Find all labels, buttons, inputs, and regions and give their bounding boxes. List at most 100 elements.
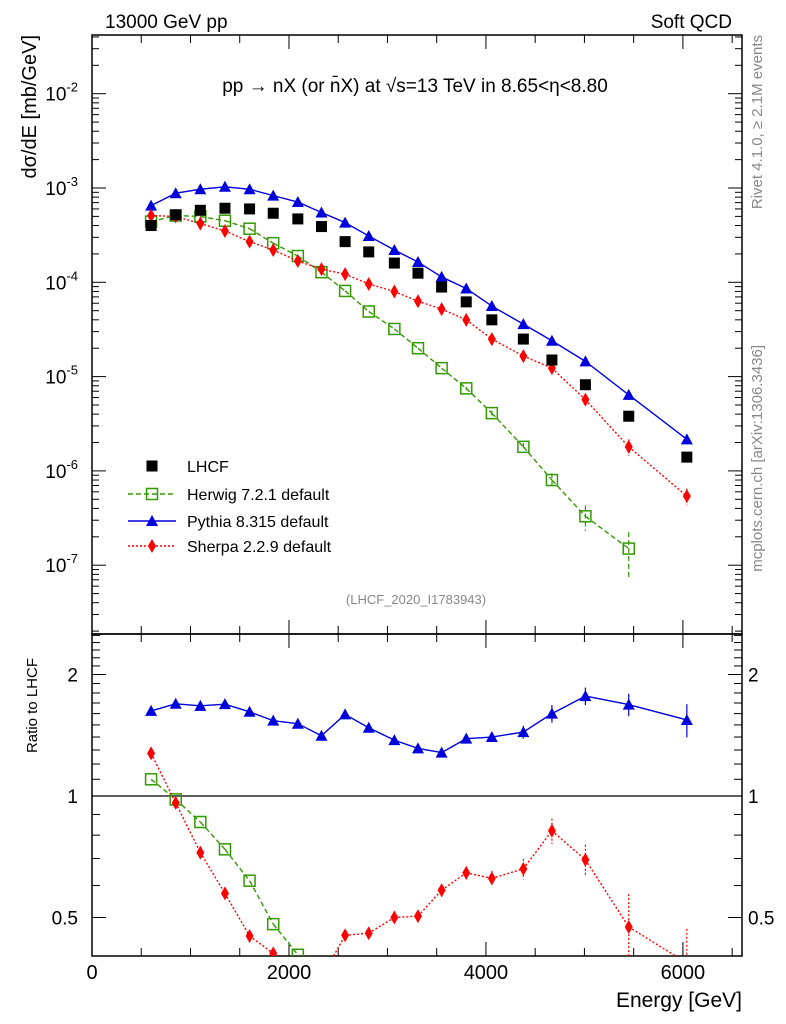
data-point-pythia	[622, 698, 635, 710]
data-point-pythia	[315, 206, 328, 218]
data-point-sherpa	[196, 216, 205, 231]
data-point-sherpa	[390, 284, 399, 299]
series-line-pythia	[249, 188, 274, 197]
legend-label: Pythia 8.315 default	[187, 514, 329, 531]
ratio-tick-label-right: 0.5	[748, 909, 774, 930]
ratio-line-herwig	[297, 954, 300, 956]
data-point-pythia	[411, 256, 424, 268]
data-point-lhcf	[546, 354, 558, 366]
series-line-pythia	[273, 194, 299, 203]
data-point-pythia	[517, 726, 530, 738]
axes: 0 2000 4000 6000 10-2 10-3 10-4 10-5 10-6 10-7 2 2 1…	[45, 34, 774, 984]
data-point-pythia	[291, 717, 304, 729]
series-line-herwig	[249, 228, 274, 244]
data-point-pythia	[460, 282, 473, 294]
data-point-sherpa	[462, 312, 471, 327]
data-point-sherpa	[581, 852, 590, 867]
series-line-sherpa	[628, 446, 688, 497]
ratio-line-pythia	[150, 703, 176, 712]
ratio-tick-label-right: 1	[748, 787, 759, 808]
data-point-pythia	[339, 708, 352, 720]
ratio-line-herwig	[224, 848, 251, 882]
ratio-tick-label-right: 2	[748, 666, 759, 687]
ratio-tick-label: 0.5	[52, 909, 78, 930]
data-point-sherpa	[269, 243, 278, 258]
series-line-herwig	[417, 347, 443, 369]
data-point-pythia	[460, 732, 473, 744]
ratio-line-pythia	[551, 695, 586, 715]
data-point-herwig	[362, 305, 375, 318]
data-point-sherpa	[341, 928, 350, 943]
ratio-line-sherpa	[224, 893, 251, 937]
series-line-herwig	[393, 328, 419, 349]
data-point-sherpa	[317, 262, 326, 277]
analysis-watermark: (LHCF_2020_I1783943)	[346, 592, 486, 607]
data-point-pythia	[218, 180, 231, 192]
legend-item: Sherpa 2.2.9 default	[128, 539, 332, 556]
ratio-line-pythia	[466, 736, 492, 740]
data-point-lhcf	[170, 209, 182, 221]
y-tick-label: 10-6	[45, 457, 78, 483]
data-point-pythia	[362, 721, 375, 733]
data-point-herwig	[485, 406, 499, 420]
series-line-sherpa	[523, 355, 553, 369]
ratio-line-pythia	[491, 731, 524, 738]
x-tick-label: 6000	[661, 962, 706, 984]
data-point-pythia	[579, 690, 592, 702]
data-point-lhcf	[486, 314, 498, 326]
series-line-pythia	[200, 186, 226, 190]
data-point-sherpa	[148, 539, 156, 553]
data-point-pythia	[388, 734, 401, 746]
data-point-pythia	[435, 746, 448, 758]
data-point-sherpa	[341, 267, 350, 282]
data-point-lhcf	[412, 267, 424, 279]
data-point-lhcf	[145, 220, 157, 232]
data-point-lhcf	[623, 410, 635, 422]
data-point-pythia	[435, 270, 448, 282]
data-point-lhcf	[517, 333, 529, 345]
series-line-sherpa	[249, 240, 274, 251]
rivet-label: Rivet 4.1.0, ≥ 2.1M events	[749, 35, 766, 209]
ratio-line-herwig	[199, 821, 226, 850]
series-line-sherpa	[584, 399, 630, 448]
y-tick-label: 10-5	[45, 363, 78, 389]
data-point-herwig	[579, 510, 592, 523]
series-line-pythia	[551, 340, 586, 362]
data-point-pythia	[517, 318, 530, 330]
ratio-line-pythia	[273, 719, 298, 725]
series-line-sherpa	[321, 268, 346, 275]
data-point-sherpa	[269, 946, 278, 956]
x-tick-label: 4000	[464, 962, 509, 984]
series-line-sherpa	[272, 249, 299, 262]
data-point-pythia	[194, 699, 207, 711]
data-point-pythia	[145, 704, 158, 716]
data-point-sherpa	[487, 871, 496, 886]
data-point-lhcf	[388, 257, 400, 269]
series-line-pythia	[491, 305, 524, 325]
data-point-herwig	[622, 542, 635, 555]
mcplots-label: mcplots.cern.ch [arXiv:1306.3436]	[749, 345, 766, 572]
data-point-sherpa	[220, 886, 229, 901]
data-point-sherpa	[220, 223, 229, 238]
data-point-herwig	[243, 222, 256, 235]
data-point-lhcf	[363, 246, 375, 258]
data-point-pythia	[339, 216, 352, 228]
data-point-herwig	[388, 322, 401, 336]
ratio-line-pythia	[175, 703, 201, 707]
ratio-line-pythia	[417, 747, 442, 754]
data-point-pythia	[194, 183, 207, 195]
data-point-herwig	[435, 361, 448, 375]
series-line-herwig	[200, 215, 226, 222]
data-point-sherpa	[364, 276, 373, 291]
data-point-herwig	[194, 815, 207, 829]
data-point-herwig	[266, 917, 280, 931]
data-point-herwig	[243, 874, 256, 887]
data-point-lhcf	[579, 379, 591, 391]
data-point-sherpa	[682, 489, 691, 504]
series-line-sherpa	[297, 260, 322, 270]
series-line-herwig	[224, 220, 250, 230]
data-point-sherpa	[196, 845, 205, 860]
data-point-herwig	[545, 473, 559, 487]
data-point-sherpa	[413, 294, 422, 309]
data-point-sherpa	[147, 208, 156, 223]
